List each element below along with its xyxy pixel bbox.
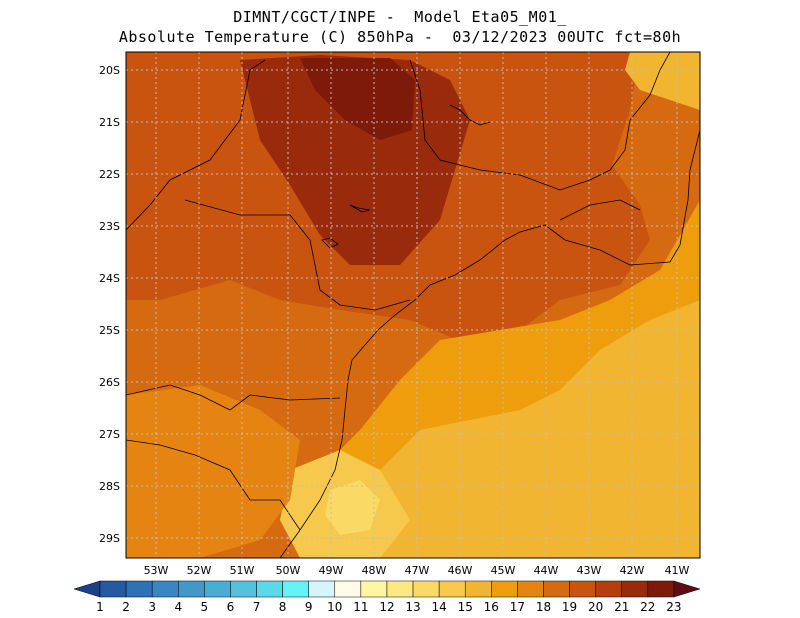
- coastline: [279, 129, 700, 558]
- state-border-sc-rs: [126, 439, 301, 531]
- colorbar-label: 15: [458, 600, 473, 614]
- field-southwest-orange: [126, 385, 300, 558]
- colorbar-swatch: [438, 580, 466, 598]
- colorbar-swatch: [73, 580, 101, 598]
- field-hot-core-inner: [300, 58, 415, 140]
- colorbar-swatch: [491, 580, 518, 598]
- reservoir-1: [349, 204, 371, 213]
- reservoir-3: [449, 104, 491, 126]
- state-border-sp-pr: [184, 199, 411, 311]
- lon-tick: 50W: [276, 564, 301, 577]
- colorbar-label: 10: [327, 600, 342, 614]
- colorbar-swatch: [595, 580, 622, 598]
- field-northeast-yellow: [625, 52, 700, 110]
- colorbar-label: 16: [484, 600, 499, 614]
- field-coast-cream: [325, 480, 380, 535]
- colorbar-swatch: [386, 580, 414, 598]
- lat-tick: 26S: [99, 376, 120, 389]
- colorbar-swatch: [99, 580, 127, 598]
- colorbar-swatch: [673, 580, 701, 598]
- lon-tick: 45W: [491, 564, 516, 577]
- colorbar-label: 4: [174, 600, 182, 614]
- colorbar-label: 17: [510, 600, 525, 614]
- lon-tick: 48W: [362, 564, 387, 577]
- colorbar-swatch: [125, 580, 153, 598]
- colorbar-label: 12: [379, 600, 394, 614]
- lat-tick: 23S: [99, 220, 120, 233]
- colorbar-label: 18: [536, 600, 551, 614]
- colorbar-label: 6: [227, 600, 235, 614]
- lon-tick: 44W: [534, 564, 559, 577]
- colorbar-swatch: [621, 580, 649, 598]
- colorbar-swatch: [360, 580, 388, 598]
- lat-tick: 21S: [99, 116, 120, 129]
- colorbar-label: 8: [279, 600, 287, 614]
- field-cooler-southeast: [340, 300, 700, 558]
- colorbar-label: 1: [96, 600, 104, 614]
- graticule: [126, 52, 700, 558]
- lat-tick: 20S: [99, 64, 120, 77]
- lon-tick: 43W: [577, 564, 602, 577]
- colorbar-swatch: [256, 580, 283, 598]
- political-boundaries: [126, 52, 700, 558]
- colorbar-swatch: [204, 580, 231, 598]
- map-title-line1: DIMNT/CGCT/INPE - Model Eta05_M01_: [233, 8, 567, 26]
- colorbar-swatch: [569, 580, 596, 598]
- temperature-field: [126, 52, 700, 558]
- colorbar-label: 2: [122, 600, 130, 614]
- colorbar-label: 7: [253, 600, 261, 614]
- colorbar-swatch: [543, 580, 570, 598]
- lon-tick: 49W: [319, 564, 344, 577]
- lon-tick: 42W: [620, 564, 645, 577]
- lat-tick: 29S: [99, 532, 120, 545]
- colorbar-label: 3: [148, 600, 156, 614]
- colorbar-label: 20: [588, 600, 603, 614]
- colorbar-label: 23: [666, 600, 681, 614]
- state-border-ms-sp: [126, 59, 266, 231]
- colorbar-swatch: [151, 580, 179, 598]
- colorbar-label: 13: [405, 600, 420, 614]
- lon-tick: 47W: [405, 564, 430, 577]
- lon-tick: 41W: [665, 564, 690, 577]
- colorbar-swatch: [647, 580, 675, 598]
- lon-tick: 52W: [187, 564, 212, 577]
- colorbar-swatch: [517, 580, 544, 598]
- map-title-line2: Absolute Temperature (C) 850hPa - 03/12/…: [118, 28, 682, 46]
- colorbar-swatch: [308, 580, 336, 598]
- colorbar-swatch: [230, 580, 257, 598]
- lon-tick: 53W: [144, 564, 169, 577]
- reservoir-2: [321, 237, 339, 249]
- colorbar-swatch: [464, 580, 492, 598]
- colorbar-swatch: [412, 580, 440, 598]
- lon-tick: 46W: [448, 564, 473, 577]
- lon-tick: 51W: [230, 564, 255, 577]
- colorbar-swatch: [178, 580, 205, 598]
- colorbar-label: 11: [353, 600, 368, 614]
- lat-tick: 25S: [99, 324, 120, 337]
- colorbar-label: 21: [614, 600, 629, 614]
- colorbar-label: 5: [201, 600, 209, 614]
- map-frame: [125, 51, 701, 559]
- colorbar: 1 2 3 4 5 6 7 8 9 10 11 12 13 14 15 16 17 18 19 20 21 22 23: [73, 580, 701, 614]
- lat-tick: 22S: [99, 168, 120, 181]
- colorbar-label: 14: [431, 600, 446, 614]
- colorbar-label: 22: [640, 600, 655, 614]
- lon-tick-labels: 53W 52W 51W 50W 49W 48W 47W 46W 45W 44W …: [144, 564, 690, 577]
- state-border-pr-sc: [126, 384, 341, 411]
- lat-tick: 28S: [99, 480, 120, 493]
- colorbar-label: 19: [562, 600, 577, 614]
- colorbar-swatch: [334, 580, 362, 598]
- lat-tick: 24S: [99, 272, 120, 285]
- lat-tick: 27S: [99, 428, 120, 441]
- colorbar-swatch: [282, 580, 309, 598]
- state-border-sp-mg: [409, 52, 671, 191]
- colorbar-label: 9: [305, 600, 313, 614]
- state-border-mg-rj: [559, 199, 641, 221]
- lat-tick-labels: 20S 21S 22S 23S 24S 25S 26S 27S 28S 29S: [99, 64, 120, 545]
